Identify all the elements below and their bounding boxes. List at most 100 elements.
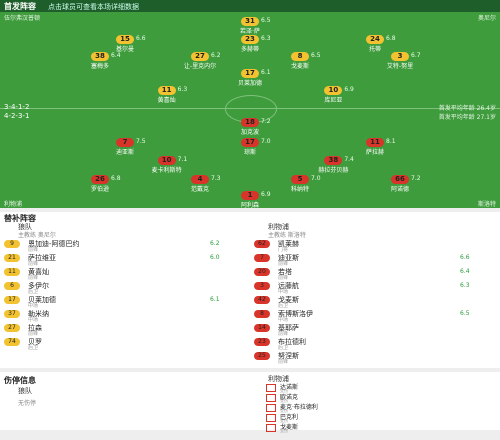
injury-name: 麦克·布拉德利 xyxy=(280,404,318,411)
player-name: 阿诺德 xyxy=(390,186,409,193)
sub-pos: 门将 xyxy=(278,247,289,253)
player-rating: 7.0 xyxy=(311,175,321,182)
sub-name[interactable]: 基耶萨 xyxy=(278,324,299,332)
sub-pos: 前锋 xyxy=(278,359,289,365)
injury-icon xyxy=(266,424,276,432)
sub-number[interactable]: 8 xyxy=(254,310,270,318)
player-name: 黄喜灿 xyxy=(157,97,176,104)
sub-rating: 6.0 xyxy=(210,254,220,261)
coach: 奥尼尔 xyxy=(477,15,496,22)
player-number[interactable]: 31 xyxy=(241,17,259,26)
section-title: 替补阵容 xyxy=(4,214,36,223)
player-name: 让-里克内尔 xyxy=(183,63,217,70)
sub-number[interactable]: 74 xyxy=(4,338,20,346)
sub-name[interactable]: 萨拉维亚 xyxy=(28,254,56,262)
player-number[interactable]: 27 xyxy=(191,52,209,61)
sub-name[interactable]: 贝罗 xyxy=(28,338,42,346)
sub-pos: 后卫 xyxy=(278,345,289,351)
footer xyxy=(0,430,500,440)
player-rating: 7.3 xyxy=(211,175,221,182)
sub-name[interactable]: 多伊尔 xyxy=(28,282,49,290)
sub-number[interactable]: 25 xyxy=(254,352,270,360)
sub-name[interactable]: 拉森 xyxy=(28,324,42,332)
sub-number[interactable]: 21 xyxy=(4,254,20,262)
player-number[interactable]: 8 xyxy=(291,52,309,61)
player-rating: 6.2 xyxy=(211,52,221,59)
player-number[interactable]: 17 xyxy=(241,138,259,147)
player-rating: 6.7 xyxy=(411,52,421,59)
player-number[interactable]: 7 xyxy=(116,138,134,147)
sub-rating: 6.6 xyxy=(460,254,470,261)
player-rating: 7.5 xyxy=(136,138,146,145)
sub-pos: 中场 xyxy=(28,303,39,309)
player-rating: 6.8 xyxy=(111,175,121,182)
player-number[interactable]: 38 xyxy=(91,52,109,61)
sub-name[interactable]: 若塔 xyxy=(278,268,292,276)
sub-name[interactable]: 索博斯洛伊 xyxy=(278,310,313,318)
sub-number[interactable]: 42 xyxy=(254,296,270,304)
player-rating: 7.1 xyxy=(177,156,188,163)
player-number[interactable]: 38 xyxy=(324,156,343,165)
injury-icon xyxy=(266,414,276,422)
player-rating: 6.3 xyxy=(261,35,271,42)
player-number[interactable]: 24 xyxy=(366,35,384,44)
injury-reason: 受伤 xyxy=(280,428,288,433)
sub-number[interactable]: 17 xyxy=(4,296,20,304)
sub-number[interactable]: 6 xyxy=(4,282,20,290)
sub-name[interactable]: 迪亚斯 xyxy=(278,254,299,262)
sub-name[interactable]: 努涅斯 xyxy=(278,352,299,360)
player-number[interactable]: 4 xyxy=(191,175,209,184)
player-number[interactable]: 18 xyxy=(241,118,259,127)
sub-number[interactable]: 7 xyxy=(254,254,270,262)
sub-rating: 6.3 xyxy=(460,282,470,289)
sub-name[interactable]: 黄喜灿 xyxy=(28,268,49,276)
player-number[interactable]: 15 xyxy=(116,35,134,44)
sub-name[interactable]: 布拉德利 xyxy=(278,338,306,346)
injury-reason: 受伤 xyxy=(280,398,288,403)
sub-number[interactable]: 23 xyxy=(254,338,270,346)
player-number[interactable]: 23 xyxy=(241,35,259,44)
player-number[interactable]: 11 xyxy=(366,138,384,147)
sub-number[interactable]: 20 xyxy=(254,268,270,276)
subtitle: 点击球员可查看本场详细数据 xyxy=(48,3,139,11)
player-name: 琼斯 xyxy=(243,149,256,156)
section-title: 伤停信息 xyxy=(4,376,36,385)
team-name: 利物浦 xyxy=(268,223,289,231)
sub-number[interactable]: 14 xyxy=(254,324,270,332)
team-name: 利物浦 xyxy=(4,201,23,208)
player-number[interactable]: 3 xyxy=(391,52,409,61)
player-rating: 7.0 xyxy=(261,138,271,145)
sub-name[interactable]: 戈麦斯 xyxy=(278,296,299,304)
sub-pos: 中场 xyxy=(278,289,289,295)
player-number[interactable]: 10 xyxy=(157,156,176,165)
player-number[interactable]: 1 xyxy=(241,191,259,200)
player-name: 罗伯逊 xyxy=(90,186,109,193)
player-name: 若泽·萨 xyxy=(240,28,260,35)
sub-pos: 前锋 xyxy=(28,275,39,281)
sub-number[interactable]: 11 xyxy=(4,268,20,276)
player-number[interactable]: 26 xyxy=(91,175,109,184)
team-name: 狼队 xyxy=(18,387,32,395)
player-number[interactable]: 5 xyxy=(291,175,309,184)
player-rating: 6.3 xyxy=(177,86,188,93)
coach: 斯洛特 xyxy=(477,201,496,208)
player-number[interactable]: 66 xyxy=(391,175,409,184)
player-name: 贝莱加德 xyxy=(237,80,262,87)
sub-number[interactable]: 3 xyxy=(254,282,270,290)
sub-name[interactable]: 凯莱赫 xyxy=(278,240,299,248)
sub-number[interactable]: 9 xyxy=(4,240,20,248)
player-number[interactable]: 10 xyxy=(324,86,343,95)
sub-pos: 前锋 xyxy=(28,247,39,253)
player-number[interactable]: 11 xyxy=(157,86,176,95)
title: 首发阵容 xyxy=(4,2,36,11)
sub-rating: 6.5 xyxy=(460,310,470,317)
sub-pos: 中场 xyxy=(278,317,289,323)
sub-name[interactable]: 勒米纳 xyxy=(28,310,49,318)
player-number[interactable]: 17 xyxy=(241,69,259,78)
sub-number[interactable]: 37 xyxy=(4,310,20,318)
sub-name[interactable]: 贝莱加德 xyxy=(28,296,56,304)
sub-number[interactable]: 62 xyxy=(254,240,270,248)
sub-name[interactable]: 恩加迪-阿德巴约 xyxy=(28,240,80,248)
sub-name[interactable]: 远藤航 xyxy=(278,282,299,290)
sub-number[interactable]: 27 xyxy=(4,324,20,332)
